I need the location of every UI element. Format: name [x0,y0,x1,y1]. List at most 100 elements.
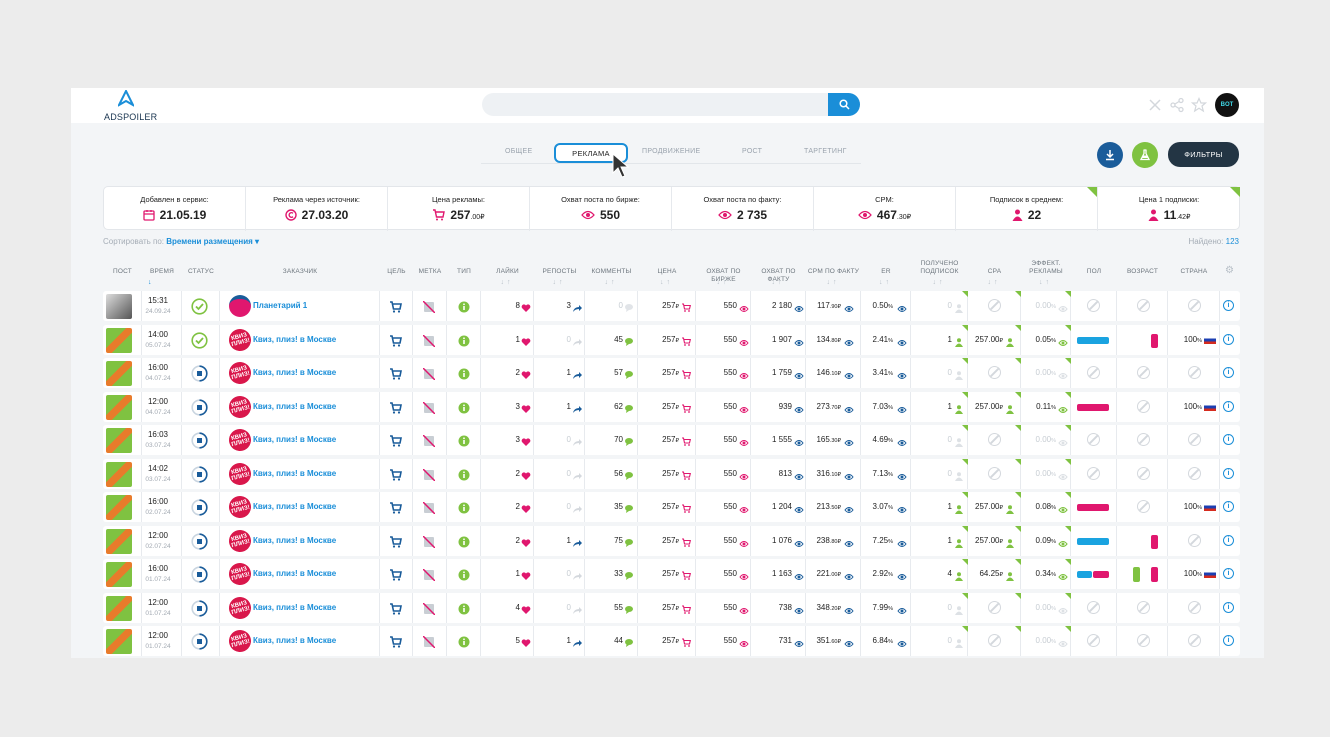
column-header-time[interactable]: ВРЕМЯ [149,268,175,275]
customer-link[interactable]: Квиз, плиз! в Москве [253,334,337,344]
customer-link[interactable]: Квиз, плиз! в Москве [253,636,337,645]
tab-promotion[interactable]: ПРОДВИЖЕНИЕ [642,148,701,155]
user-icon [1012,209,1023,221]
column-header-ad-effect[interactable]: ЭФФЕКТ. РЕКЛАМЫ [1029,260,1063,275]
post-thumbnail[interactable] [106,428,132,453]
table-row[interactable]: 12:00 01.07.24 КВИЗ ПЛИЗ! Квиз, плиз! в Мос… [103,626,1240,656]
column-header-customer[interactable]: ЗАКАЗЧИК [282,268,318,275]
post-thumbnail[interactable] [106,294,132,319]
column-header-post[interactable]: ПОСТ [113,268,132,275]
info-icon[interactable]: i [1223,367,1234,378]
sort-arrows-icon[interactable]: ↓↑ [604,279,618,286]
info-icon[interactable]: i [1223,534,1234,546]
column-header-country[interactable]: СТРАНА [1180,268,1208,275]
filters-button[interactable]: ФИЛЬТРЫ [1168,142,1239,167]
sort-arrows-icon[interactable]: ↓↑ [987,279,1001,286]
table-row[interactable]: 12:00 02.07.24 КВИЗ ПЛИЗ! Квиз, плиз! в Мос… [103,525,1240,556]
sort-arrows-icon[interactable]: ↓↑ [500,279,514,286]
info-icon[interactable]: i [1223,300,1234,311]
tab-targeting[interactable]: ТАРГЕТИНГ [804,148,847,155]
column-header-price[interactable]: ЦЕНА [657,268,677,275]
customer-link[interactable]: Квиз, плиз! в Москве [253,602,337,612]
post-thumbnail[interactable] [106,528,132,554]
download-button[interactable] [1097,142,1123,168]
tab-advertising[interactable]: РЕКЛАМА [554,143,628,163]
repost-icon [572,501,583,519]
customer-link[interactable]: Квиз, плиз! в Москве [253,569,337,578]
sort-active-icon[interactable]: ↓ [148,279,155,286]
tab-growth[interactable]: РОСТ [742,148,763,155]
table-row[interactable]: 16:00 01.07.24 КВИЗ ПЛИЗ! Квиз, плиз! в Мос… [103,559,1240,589]
table-row[interactable]: 16:00 02.07.24 КВИЗ ПЛИЗ! Квиз, плиз! в Мос… [103,492,1240,522]
info-icon[interactable]: i [1223,400,1234,412]
sort-arrows-icon[interactable]: ↓↑ [660,279,673,286]
sort-dropdown[interactable]: Времени размещения ▾ [166,237,260,246]
column-header-reposts[interactable]: РЕПОСТЫ [542,268,577,275]
post-thumbnail[interactable] [106,361,132,386]
star-icon[interactable] [1191,97,1207,113]
customer-link[interactable]: Квиз, плиз! в Москве [253,535,337,545]
column-header-cpa[interactable]: CPA [987,268,1002,275]
post-thumbnail[interactable] [106,495,132,520]
customer-link[interactable]: Квиз, плиз! в Москве [253,468,337,478]
post-thumbnail[interactable] [106,394,132,420]
column-header-goal[interactable]: ЦЕЛЬ [387,268,406,275]
column-header-subs[interactable]: ПОЛУЧЕНО ПОДПИСОК [920,260,959,275]
customer-link[interactable]: Квиз, плиз! в Москве [253,502,337,511]
info-icon[interactable]: i [1223,635,1234,646]
table-row[interactable]: 12:00 04.07.24 КВИЗ ПЛИЗ! Квиз, плиз! в Мос… [103,391,1240,422]
info-icon[interactable]: i [1223,434,1234,445]
column-header-reach-exchange[interactable]: ОХВАТ ПО БИРЖЕ [706,268,741,283]
customer-link[interactable]: Квиз, плиз! в Москве [253,435,337,444]
post-thumbnail[interactable] [106,629,132,654]
info-icon[interactable]: i [1223,601,1234,613]
customer-link[interactable]: Квиз, плиз! в Москве [253,401,337,411]
settings-gear-icon[interactable]: ⚙ [1225,265,1235,276]
column-header-likes[interactable]: ЛАЙКИ [496,268,519,275]
avatar[interactable]: BOT [1215,93,1239,117]
table-row[interactable]: 14:00 05.07.24 КВИЗ ПЛИЗ! Квиз, плиз! в Мос… [103,324,1240,355]
search-button[interactable] [828,93,860,116]
column-header-type[interactable]: ТИП [457,268,471,275]
search-input[interactable] [482,93,860,116]
column-header-age[interactable]: ВОЗРАСТ [1126,268,1159,275]
table-row[interactable]: 15:31 24.09.24 Планетарий 1 8 3 0 257₽ 550 2 180… [103,291,1240,321]
post-thumbnail[interactable] [106,327,132,353]
info-icon[interactable]: i [1223,501,1234,512]
sort-arrows-icon[interactable]: ↓↑ [826,279,840,286]
heart-icon [521,334,531,352]
column-header-tag[interactable]: МЕТКА [418,268,442,275]
sort-arrows-icon[interactable]: ↓↑ [771,279,785,286]
post-thumbnail[interactable] [106,461,132,487]
close-icon[interactable] [1147,97,1163,113]
logo[interactable]: ADSPOILER [101,90,157,122]
sort-arrows-icon[interactable]: ↓↑ [879,279,892,286]
share-icon[interactable] [1169,97,1185,113]
table-row[interactable]: 12:00 01.07.24 КВИЗ ПЛИЗ! Квиз, плиз! в Мос… [103,592,1240,623]
sort-arrows-icon[interactable]: ↓↑ [552,279,566,286]
tab-general[interactable]: ОБЩЕЕ [505,148,533,155]
info-icon[interactable]: i [1223,467,1234,479]
customer-link[interactable]: Квиз, плиз! в Москве [253,368,337,377]
column-header-er[interactable]: ER [881,268,891,275]
table-row[interactable]: 16:03 03.07.24 КВИЗ ПЛИЗ! Квиз, плиз! в Мос… [103,425,1240,455]
sort-arrows-icon[interactable]: ↓↑ [716,279,730,286]
column-header-reach-fact[interactable]: ОХВАТ ПО ФАКТУ [761,268,796,283]
info-icon[interactable]: i [1223,568,1234,579]
table-row[interactable]: 14:02 03.07.24 КВИЗ ПЛИЗ! Квиз, плиз! в Мос… [103,458,1240,489]
customer-link[interactable]: Планетарий 1 [253,301,308,310]
sort-arrows-icon[interactable]: ↓↑ [1039,279,1052,286]
table-row[interactable]: 16:00 04.07.24 КВИЗ ПЛИЗ! Квиз, плиз! в Мос… [103,358,1240,388]
column-header-status[interactable]: СТАТУС [187,268,215,275]
reach-exchange-value: 550 [723,468,737,478]
corner-marker [1015,458,1021,465]
column-header-comments[interactable]: КОММЕНТЫ [591,268,632,275]
post-time: 14:02 [147,463,169,473]
post-thumbnail[interactable] [106,562,132,587]
column-header-cpm-fact[interactable]: CPM ПО ФАКТУ [807,268,860,275]
post-thumbnail[interactable] [106,595,132,621]
sort-arrows-icon[interactable]: ↓↑ [932,279,946,286]
lab-button[interactable] [1132,142,1158,168]
info-icon[interactable]: i [1223,333,1234,345]
column-header-gender[interactable]: ПОЛ [1086,268,1102,275]
